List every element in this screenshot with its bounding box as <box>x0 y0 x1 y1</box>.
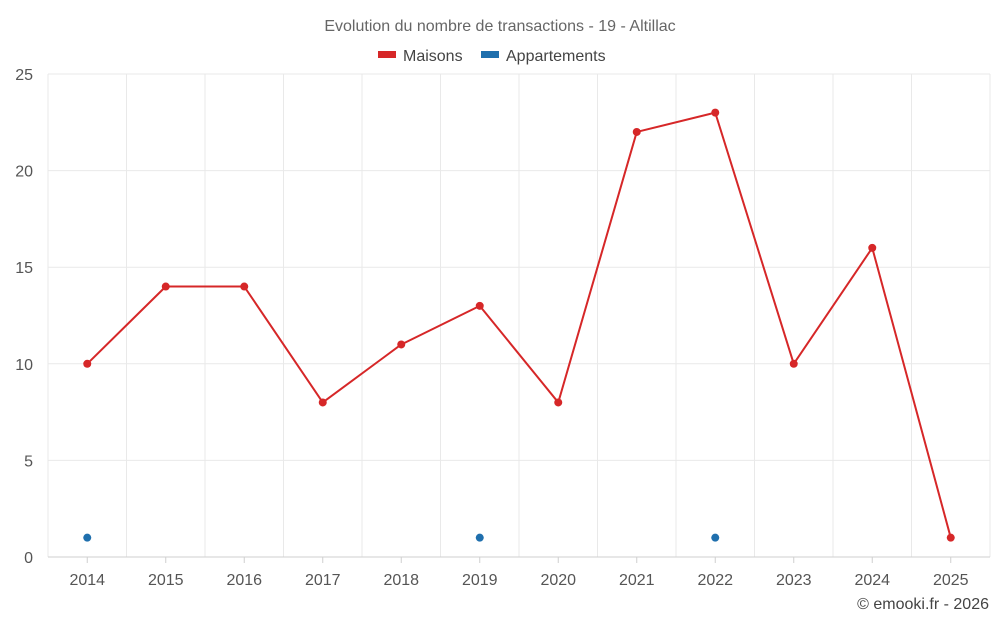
y-tick-label: 0 <box>24 550 33 567</box>
x-tick-label: 2016 <box>226 572 262 589</box>
x-tick-label: 2018 <box>383 572 419 589</box>
y-tick-label: 5 <box>24 453 33 470</box>
legend: Maisons Appartements <box>378 48 606 65</box>
data-point-maisons <box>946 533 955 542</box>
data-point-maisons <box>475 301 484 310</box>
data-point-maisons <box>711 108 720 117</box>
data-point-appartements <box>475 533 484 542</box>
x-tick-label: 2014 <box>69 572 105 589</box>
x-tick-label: 2015 <box>148 572 184 589</box>
data-point-appartements <box>711 533 720 542</box>
data-point-maisons <box>83 359 92 368</box>
data-point-maisons <box>632 127 641 136</box>
legend-swatch-maisons <box>378 51 396 58</box>
legend-swatch-appartements <box>481 51 499 58</box>
x-tick-label: 2020 <box>540 572 576 589</box>
x-tick-label: 2021 <box>619 572 655 589</box>
grid <box>47 73 991 557</box>
data-point-maisons <box>868 243 877 252</box>
credit-text: © emooki.fr - 2026 <box>857 596 989 613</box>
data-point-appartements <box>83 533 92 542</box>
x-tick-label: 2024 <box>854 572 890 589</box>
x-tick-label: 2023 <box>776 572 812 589</box>
data-point-maisons <box>789 359 798 368</box>
x-tick-label: 2019 <box>462 572 498 589</box>
series-line-maisons <box>86 111 952 538</box>
x-tick-label: 2022 <box>697 572 733 589</box>
chart-title: Evolution du nombre de transactions - 19… <box>324 18 675 35</box>
y-tick-label: 25 <box>15 67 33 84</box>
series <box>83 108 955 542</box>
y-tick-label: 20 <box>15 164 33 181</box>
y-tick-label: 15 <box>15 260 33 277</box>
data-point-maisons <box>318 398 327 407</box>
y-tick-label: 10 <box>15 357 33 374</box>
data-point-maisons <box>240 282 249 291</box>
x-tick-label: 2025 <box>933 572 969 589</box>
data-point-maisons <box>161 282 170 291</box>
legend-label-appartements[interactable]: Appartements <box>506 48 606 65</box>
legend-label-maisons[interactable]: Maisons <box>403 48 463 65</box>
x-tick-label: 2017 <box>305 572 341 589</box>
data-point-maisons <box>397 340 406 349</box>
data-point-maisons <box>554 398 563 407</box>
